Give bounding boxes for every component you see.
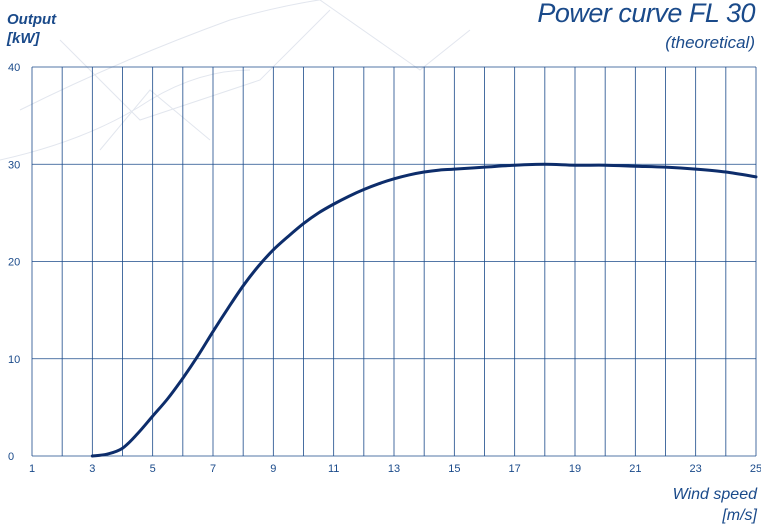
x-axis-unit: [m/s] — [722, 507, 757, 524]
grid — [31, 66, 757, 457]
x-tick-label: 9 — [270, 463, 276, 475]
y-tick-label: 0 — [8, 451, 14, 463]
x-tick-label: 15 — [448, 463, 460, 475]
chart-title: Power curve FL 30 — [537, 0, 755, 28]
power-curve-line — [90, 162, 758, 458]
x-tick-label: 23 — [690, 463, 702, 475]
y-tick-label: 40 — [8, 62, 20, 74]
x-tick-label: 19 — [569, 463, 581, 475]
y-tick-label: 30 — [8, 159, 20, 171]
x-tick-label: 5 — [150, 463, 156, 475]
x-axis-label: Wind speed [m/s] — [673, 484, 757, 526]
chart-subtitle: (theoretical) — [665, 33, 755, 52]
x-tick-label: 17 — [509, 463, 521, 475]
series-layer — [90, 162, 758, 458]
background-map-watermark — [0, 0, 471, 161]
x-tick-label: 3 — [89, 463, 95, 475]
x-tick-label: 11 — [328, 463, 339, 475]
y-tick-label: 10 — [8, 354, 20, 366]
x-axis-title: Wind speed — [672, 486, 757, 503]
x-tick-label: 21 — [629, 463, 641, 475]
y-axis-label: Output [kW] — [7, 10, 56, 48]
x-tick-label: 7 — [210, 463, 216, 475]
y-tick-label: 20 — [8, 257, 20, 269]
y-axis-title: Output — [7, 11, 57, 28]
x-tick-label: 25 — [750, 463, 761, 475]
y-axis-unit: [kW] — [7, 30, 40, 47]
x-tick-label: 1 — [29, 463, 35, 475]
x-tick-label: 13 — [388, 463, 400, 475]
